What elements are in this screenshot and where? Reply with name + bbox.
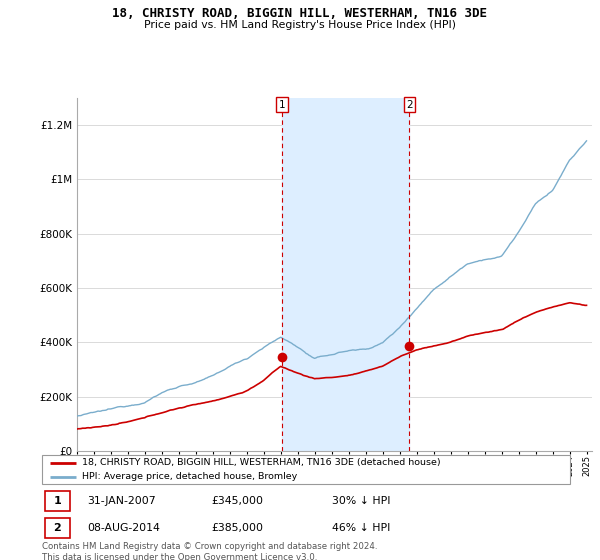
Text: 31-JAN-2007: 31-JAN-2007: [87, 496, 155, 506]
Text: 30% ↓ HPI: 30% ↓ HPI: [332, 496, 391, 506]
Text: £385,000: £385,000: [211, 522, 263, 533]
Text: 46% ↓ HPI: 46% ↓ HPI: [332, 522, 391, 533]
Text: HPI: Average price, detached house, Bromley: HPI: Average price, detached house, Brom…: [82, 472, 297, 482]
Text: 1: 1: [279, 100, 286, 110]
FancyBboxPatch shape: [44, 517, 70, 538]
Text: 2: 2: [53, 522, 61, 533]
Text: 1: 1: [53, 496, 61, 506]
FancyBboxPatch shape: [44, 491, 70, 511]
Text: Contains HM Land Registry data © Crown copyright and database right 2024.
This d: Contains HM Land Registry data © Crown c…: [42, 542, 377, 560]
FancyBboxPatch shape: [42, 455, 570, 484]
Text: £345,000: £345,000: [211, 496, 263, 506]
Text: Price paid vs. HM Land Registry's House Price Index (HPI): Price paid vs. HM Land Registry's House …: [144, 20, 456, 30]
Text: 2: 2: [406, 100, 413, 110]
Text: 18, CHRISTY ROAD, BIGGIN HILL, WESTERHAM, TN16 3DE: 18, CHRISTY ROAD, BIGGIN HILL, WESTERHAM…: [113, 7, 487, 20]
Text: 18, CHRISTY ROAD, BIGGIN HILL, WESTERHAM, TN16 3DE (detached house): 18, CHRISTY ROAD, BIGGIN HILL, WESTERHAM…: [82, 458, 440, 468]
Bar: [282, 98, 409, 451]
Text: 08-AUG-2014: 08-AUG-2014: [87, 522, 160, 533]
